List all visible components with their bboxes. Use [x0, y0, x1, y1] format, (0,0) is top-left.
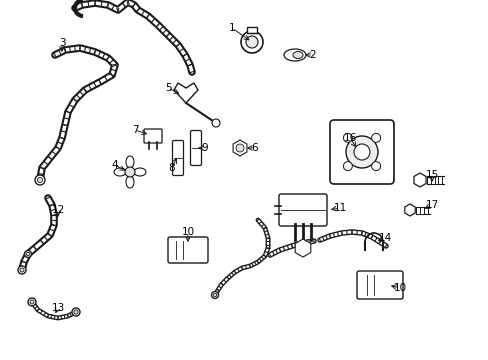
Text: 9: 9: [201, 143, 208, 153]
Circle shape: [353, 144, 369, 160]
Text: 3: 3: [59, 38, 65, 48]
Text: 8: 8: [168, 163, 175, 173]
FancyBboxPatch shape: [279, 194, 326, 226]
Circle shape: [38, 177, 42, 183]
FancyBboxPatch shape: [246, 27, 257, 33]
Polygon shape: [413, 173, 425, 187]
Text: 10: 10: [393, 283, 406, 293]
Circle shape: [212, 119, 220, 127]
Circle shape: [371, 162, 380, 171]
Circle shape: [346, 136, 377, 168]
Circle shape: [30, 300, 34, 304]
Ellipse shape: [284, 49, 305, 61]
Ellipse shape: [114, 168, 126, 176]
Circle shape: [343, 133, 352, 142]
Circle shape: [245, 36, 258, 48]
Circle shape: [28, 298, 36, 306]
Circle shape: [24, 251, 31, 257]
Circle shape: [213, 293, 216, 297]
FancyBboxPatch shape: [168, 237, 207, 263]
Circle shape: [35, 175, 45, 185]
Circle shape: [211, 292, 218, 298]
Circle shape: [26, 252, 30, 256]
Polygon shape: [404, 204, 414, 216]
Polygon shape: [233, 140, 246, 156]
Ellipse shape: [292, 51, 303, 58]
Circle shape: [18, 266, 26, 274]
Circle shape: [20, 268, 24, 272]
Circle shape: [236, 144, 244, 152]
Text: 12: 12: [51, 205, 64, 215]
Ellipse shape: [126, 176, 134, 188]
Circle shape: [72, 308, 80, 316]
Circle shape: [343, 162, 352, 171]
FancyBboxPatch shape: [172, 140, 183, 175]
Circle shape: [241, 31, 263, 53]
Text: 11: 11: [333, 203, 346, 213]
Text: 5: 5: [164, 83, 171, 93]
Text: 15: 15: [425, 170, 438, 180]
Text: 13: 13: [51, 303, 64, 313]
Text: 2: 2: [309, 50, 316, 60]
Text: 7: 7: [131, 125, 138, 135]
Text: 17: 17: [425, 200, 438, 210]
Text: 10: 10: [181, 227, 194, 237]
FancyBboxPatch shape: [356, 271, 402, 299]
Polygon shape: [295, 239, 310, 257]
Circle shape: [74, 310, 78, 314]
FancyBboxPatch shape: [329, 120, 393, 184]
Circle shape: [371, 133, 380, 142]
Polygon shape: [174, 83, 198, 103]
Ellipse shape: [134, 168, 146, 176]
Text: 14: 14: [378, 233, 391, 243]
Text: 6: 6: [251, 143, 258, 153]
FancyBboxPatch shape: [190, 130, 201, 166]
Text: 1: 1: [228, 23, 235, 33]
Text: 4: 4: [111, 160, 118, 170]
Text: 16: 16: [343, 133, 356, 143]
Circle shape: [125, 167, 135, 177]
FancyBboxPatch shape: [143, 129, 162, 143]
Ellipse shape: [126, 156, 134, 168]
